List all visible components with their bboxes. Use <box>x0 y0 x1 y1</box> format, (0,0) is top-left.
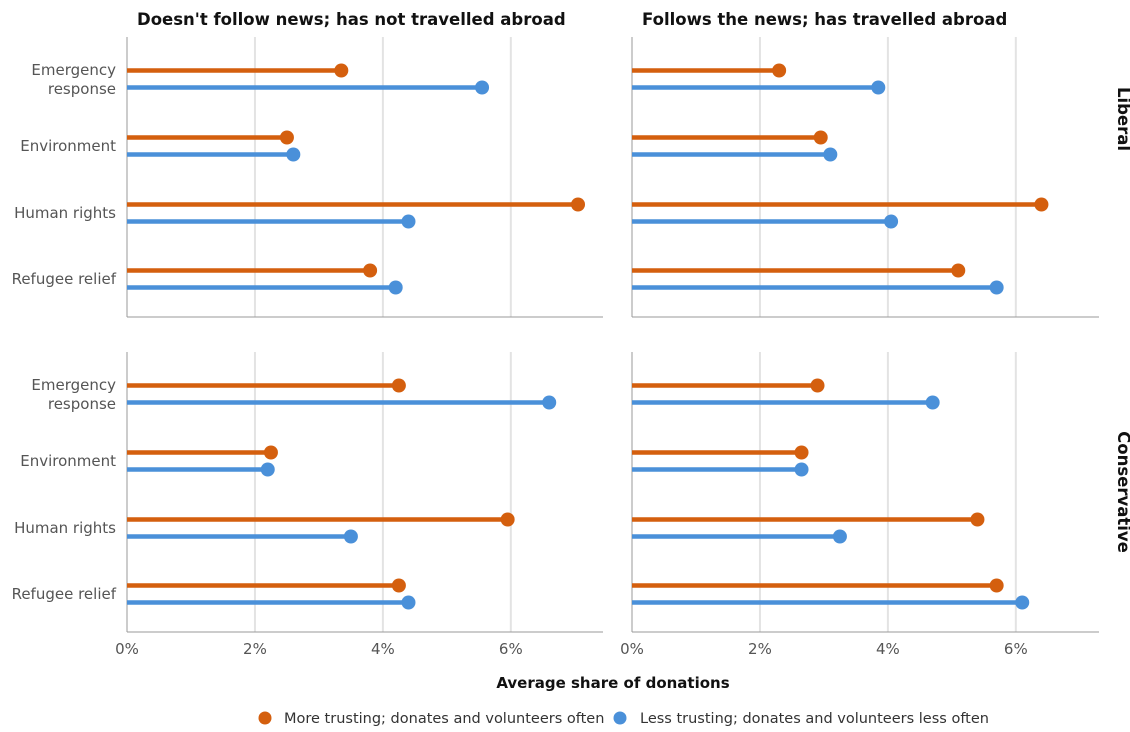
x-tick-label: 0% <box>620 640 644 658</box>
lollipop-dot <box>343 529 358 544</box>
legend-swatch <box>258 711 272 725</box>
category-label: Human rights <box>14 204 116 222</box>
x-tick-label: 2% <box>243 640 267 658</box>
lollipop-dot <box>810 378 825 393</box>
category-label: Emergency <box>31 61 116 79</box>
legend-swatch <box>613 711 627 725</box>
panel-r0-c1 <box>631 37 1099 318</box>
lollipop-dot <box>542 395 557 410</box>
lollipop-dot <box>813 130 828 145</box>
lollipop-dot <box>401 214 416 229</box>
category-label: Human rights <box>14 519 116 537</box>
lollipop-dot <box>401 595 416 610</box>
lollipop-dot <box>884 214 899 229</box>
lollipop-dot <box>363 263 378 278</box>
lollipop-dot <box>1015 595 1030 610</box>
lollipop-dot <box>391 578 406 593</box>
lollipop-dot <box>772 63 787 78</box>
panel-r1-c1: 0% 2% 4% 6% <box>620 352 1099 658</box>
lollipop-dot <box>1034 197 1049 212</box>
row-strip-liberal: Liberal <box>1114 87 1130 151</box>
legend-label: More trusting; donates and volunteers of… <box>284 711 604 727</box>
legend-label: Less trusting; donates and volunteers le… <box>640 711 989 727</box>
x-tick-label: 4% <box>876 640 900 658</box>
lollipop-dot <box>794 445 809 460</box>
lollipop-dot <box>263 445 278 460</box>
category-label: response <box>48 80 116 98</box>
lollipop-dot <box>286 147 301 162</box>
lollipop-dot <box>951 263 966 278</box>
lollipop-dot <box>279 130 294 145</box>
category-label: Refugee relief <box>12 585 117 603</box>
lollipop-dot <box>832 529 847 544</box>
x-tick-label: 0% <box>115 640 139 658</box>
lollipop-dot <box>794 462 809 477</box>
lollipop-dot <box>970 512 985 527</box>
category-label: Emergency <box>31 376 116 394</box>
category-label: Environment <box>20 137 116 155</box>
lollipop-dot <box>260 462 275 477</box>
lollipop-dot <box>475 80 490 95</box>
lollipop-dot <box>823 147 838 162</box>
lollipop-dot <box>871 80 886 95</box>
x-tick-label: 6% <box>499 640 523 658</box>
lollipop-dot <box>334 63 349 78</box>
x-tick-label: 2% <box>748 640 772 658</box>
lollipop-dot <box>989 280 1004 295</box>
x-tick-label: 4% <box>371 640 395 658</box>
lollipop-dot <box>571 197 586 212</box>
facet-title-0: Doesn't follow news; has not travelled a… <box>137 10 566 29</box>
category-label: response <box>48 395 116 413</box>
facet-title-1: Follows the news; has travelled abroad <box>642 10 1007 29</box>
lollipop-dot <box>500 512 515 527</box>
row-strip-conservative: Conservative <box>1114 431 1130 553</box>
category-label: Refugee relief <box>12 270 117 288</box>
x-tick-label: 6% <box>1004 640 1028 658</box>
x-axis-title: Average share of donations <box>496 674 729 692</box>
lollipop-dot <box>925 395 940 410</box>
category-label: Environment <box>20 452 116 470</box>
legend: More trusting; donates and volunteers of… <box>258 711 989 727</box>
lollipop-dot <box>388 280 403 295</box>
lollipop-dot <box>391 378 406 393</box>
lollipop-dot <box>989 578 1004 593</box>
